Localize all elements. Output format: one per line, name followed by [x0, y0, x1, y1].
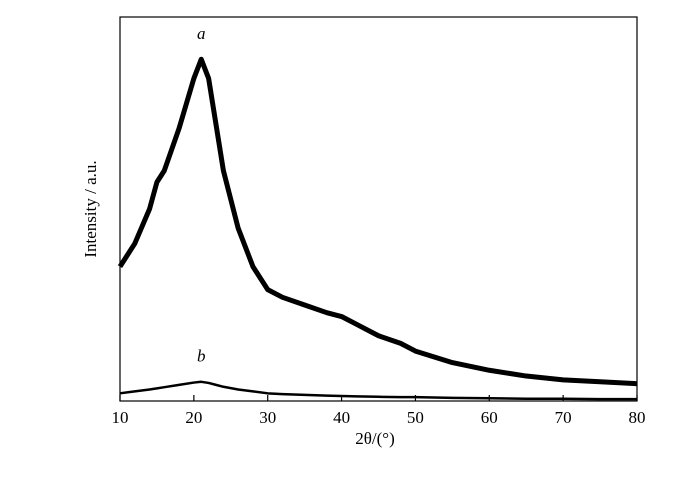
x-tick-label: 70	[555, 408, 572, 427]
series-line	[117, 56, 638, 387]
x-tick-label: 20	[185, 408, 202, 427]
series-label: a	[197, 24, 206, 43]
x-tick-label: 50	[407, 408, 424, 427]
x-axis-label: 2θ/(°)	[355, 429, 395, 448]
series-line	[119, 380, 637, 401]
x-tick-label: 30	[259, 408, 276, 427]
x-tick-label: 80	[629, 408, 646, 427]
y-axis-label: Intensity / a.u.	[81, 160, 100, 257]
x-tick-label: 10	[112, 408, 129, 427]
series-label: b	[197, 347, 206, 366]
x-tick-label: 40	[333, 408, 350, 427]
plot-frame	[119, 16, 638, 402]
x-tick-label: 60	[481, 408, 498, 427]
